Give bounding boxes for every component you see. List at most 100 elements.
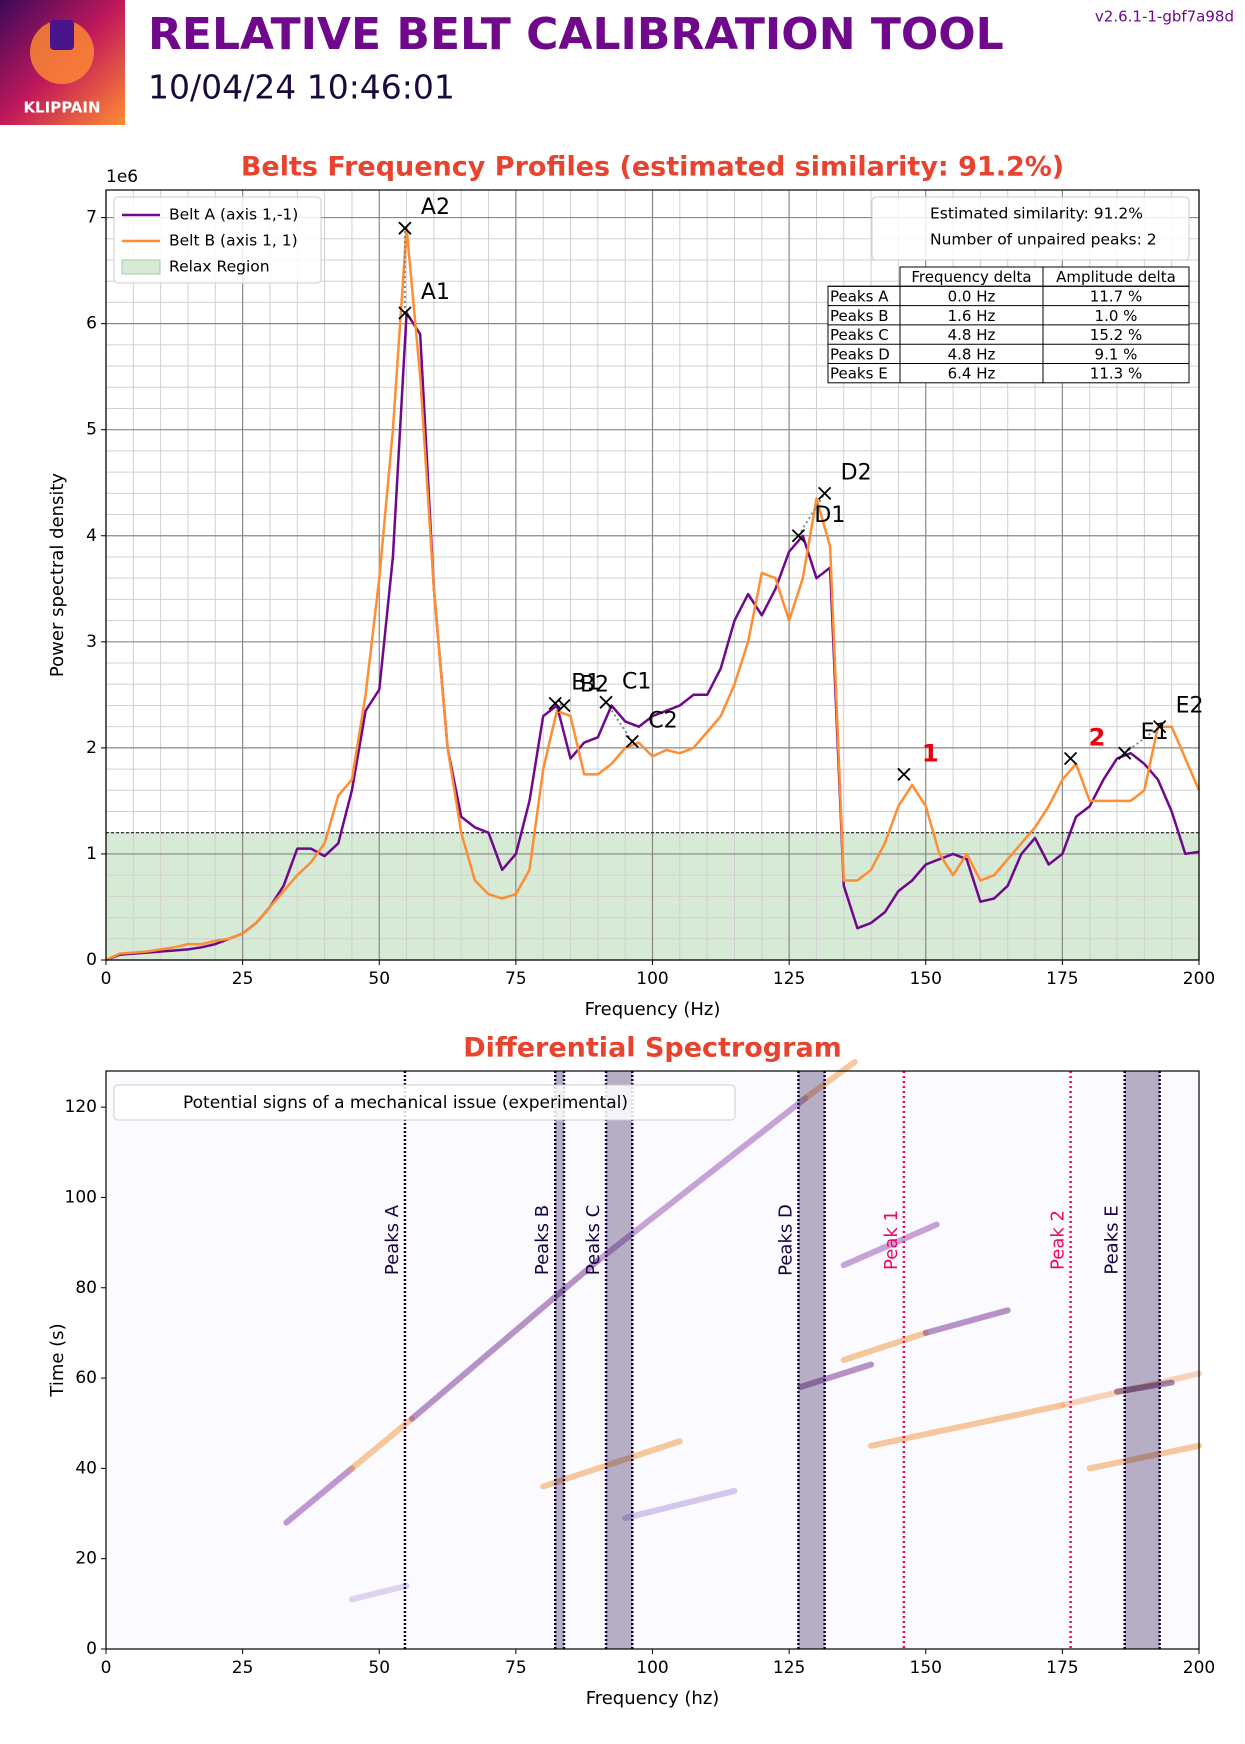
peak-band bbox=[606, 1071, 633, 1649]
peak-marker bbox=[1118, 746, 1132, 760]
table-row-label: Peaks D bbox=[830, 345, 890, 363]
peak-label: D1 bbox=[814, 503, 845, 528]
peak-connector bbox=[797, 492, 826, 537]
unpaired-peak-marker bbox=[897, 767, 911, 782]
y-tick-label: 40 bbox=[75, 1458, 97, 1478]
table-box bbox=[827, 285, 1190, 384]
peak-marker bbox=[398, 221, 412, 235]
spectrogram-streak bbox=[868, 1402, 1066, 1449]
spectrogram-streak bbox=[797, 1361, 875, 1391]
y-tick-label: 1 bbox=[86, 844, 97, 864]
y-axis-label: Time (s) bbox=[47, 1323, 68, 1397]
spectrogram-streak bbox=[802, 1058, 858, 1102]
peak-marker bbox=[548, 696, 562, 710]
y-tick-label: 7 bbox=[86, 208, 97, 228]
peak-line-label: Peaks B bbox=[532, 1205, 553, 1275]
peak-marker bbox=[398, 306, 412, 320]
unpaired-peak-label: Peak 1 bbox=[881, 1210, 902, 1270]
y-tick-label: 0 bbox=[86, 1639, 97, 1659]
peak-line-label: Peaks A bbox=[382, 1204, 403, 1275]
title: RELATIVE BELT CALIBRATION TOOL bbox=[148, 9, 1004, 60]
table-cell: 11.7 % bbox=[1090, 287, 1142, 305]
unpaired-peak-label: 2 bbox=[1089, 723, 1106, 751]
version: v2.6.1-1-gbf7a98d bbox=[1095, 8, 1234, 26]
legend-label: Belt B (axis 1, 1) bbox=[169, 232, 298, 250]
legend-label: Belt A (axis 1,-1) bbox=[169, 206, 298, 224]
peak-marker bbox=[599, 695, 613, 709]
peak-line-label: Peaks C bbox=[583, 1205, 604, 1275]
y-tick-label: 60 bbox=[75, 1368, 97, 1388]
x-axis-label: Frequency (Hz) bbox=[585, 999, 721, 1020]
peak-band bbox=[1124, 1071, 1160, 1649]
x-tick-label: 150 bbox=[910, 1658, 942, 1678]
y-tick-label: 120 bbox=[65, 1097, 97, 1117]
peak-band bbox=[798, 1071, 825, 1649]
peak-marker bbox=[557, 698, 571, 713]
peak-marker bbox=[791, 529, 806, 543]
spectrogram-streak bbox=[348, 1415, 416, 1472]
x-tick-label: 50 bbox=[368, 969, 390, 989]
x-tick-label: 100 bbox=[636, 1658, 668, 1678]
logo-text: KLIPPAIN bbox=[23, 99, 100, 117]
x-tick-label: 25 bbox=[232, 1658, 254, 1678]
peak-line-label: Peaks D bbox=[775, 1204, 796, 1276]
spectrogram-streak bbox=[1114, 1379, 1175, 1395]
table-row-label: Peaks E bbox=[830, 365, 888, 383]
table-cell: 1.0 % bbox=[1095, 307, 1138, 325]
table-cell: 15.2 % bbox=[1090, 326, 1142, 344]
y-axis-label: Power spectral density bbox=[47, 473, 68, 677]
table-row-label: Peaks C bbox=[830, 326, 889, 344]
x-tick-label: 150 bbox=[910, 969, 942, 989]
timestamp: 10/04/24 10:46:01 bbox=[148, 68, 455, 107]
table-cell: 6.4 Hz bbox=[948, 365, 996, 383]
peak-label: B1 bbox=[571, 670, 600, 695]
spectrogram-streak bbox=[348, 1582, 410, 1603]
logo-figure bbox=[50, 20, 74, 50]
chart-title: Differential Spectrogram bbox=[463, 1033, 842, 1064]
peak-marker bbox=[625, 734, 639, 749]
spectrogram-streak bbox=[622, 1487, 738, 1522]
x-tick-label: 75 bbox=[505, 1658, 527, 1678]
table-cell: 0.0 Hz bbox=[948, 287, 996, 305]
series-line bbox=[105, 311, 1200, 962]
legend-label: Relax Region bbox=[169, 258, 270, 276]
x-tick-label: 0 bbox=[101, 1658, 112, 1678]
x-axis-label: Frequency (hz) bbox=[586, 1688, 720, 1709]
y-tick-label: 0 bbox=[86, 950, 97, 970]
peak-band bbox=[555, 1071, 564, 1649]
spectrogram-streak bbox=[840, 1329, 929, 1363]
unpaired-peak-label: Peak 2 bbox=[1048, 1210, 1069, 1270]
peak-label: A1 bbox=[421, 280, 450, 305]
x-tick-label: 100 bbox=[636, 969, 668, 989]
table-row-label: Peaks B bbox=[830, 307, 889, 325]
x-tick-label: 125 bbox=[773, 969, 805, 989]
y-tick-label: 4 bbox=[86, 526, 97, 546]
y-tick-label: 6 bbox=[86, 314, 97, 334]
peak-label: B2 bbox=[580, 672, 609, 697]
y-tick-label: 100 bbox=[65, 1187, 97, 1207]
table-cell: 9.1 % bbox=[1095, 345, 1138, 363]
y-tick-label: 5 bbox=[86, 420, 97, 440]
x-tick-label: 75 bbox=[505, 969, 527, 989]
peak-label: C2 bbox=[648, 709, 677, 734]
legend-swatch bbox=[121, 259, 161, 275]
y-tick-label: 20 bbox=[75, 1549, 97, 1569]
legend-box bbox=[113, 196, 322, 284]
legend-label: Potential signs of a mechanical issue (e… bbox=[183, 1093, 628, 1113]
x-tick-label: 0 bbox=[101, 969, 112, 989]
unpaired-peak-marker bbox=[1063, 751, 1078, 766]
legend-box bbox=[113, 1084, 736, 1121]
y-tick-label: 2 bbox=[86, 738, 97, 758]
series-line bbox=[105, 226, 1201, 962]
spectrogram-streak bbox=[840, 1221, 940, 1269]
spectrogram-bg bbox=[106, 1071, 1199, 1649]
logo-emblem bbox=[30, 20, 94, 84]
info-text: Number of unpaired peaks: 2 bbox=[930, 231, 1157, 249]
table-header: Frequency delta bbox=[911, 268, 1031, 286]
peak-line-label: Peaks E bbox=[1102, 1205, 1123, 1274]
info-box bbox=[871, 196, 1190, 261]
spectrogram-streak bbox=[283, 1465, 355, 1526]
unpaired-peak-label: 1 bbox=[922, 739, 939, 767]
